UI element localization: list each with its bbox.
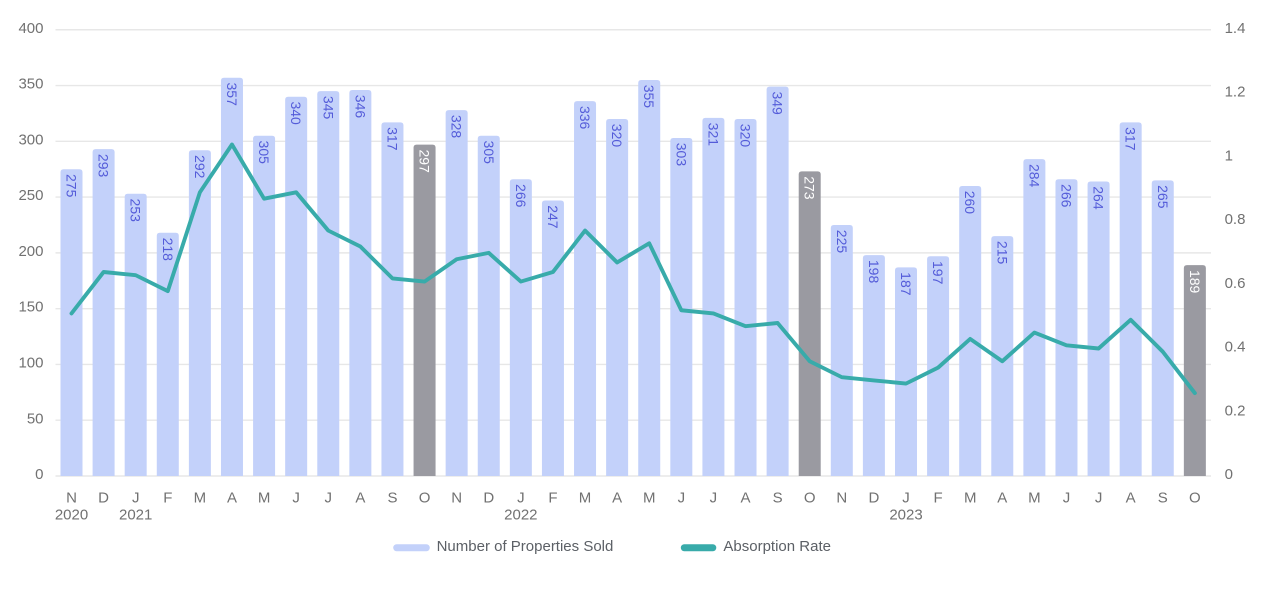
svg-text:150: 150: [18, 299, 43, 316]
svg-text:0.2: 0.2: [1225, 402, 1246, 419]
svg-text:Absorption Rate: Absorption Rate: [723, 538, 831, 555]
svg-text:305: 305: [256, 141, 272, 165]
svg-text:2020: 2020: [55, 506, 88, 523]
svg-text:264: 264: [1091, 186, 1107, 210]
svg-text:1: 1: [1225, 147, 1233, 164]
svg-text:273: 273: [802, 176, 818, 200]
svg-text:J: J: [678, 489, 686, 506]
svg-text:J: J: [325, 489, 333, 506]
svg-text:198: 198: [866, 260, 882, 284]
svg-text:328: 328: [449, 115, 465, 139]
svg-text:349: 349: [770, 91, 786, 115]
svg-text:336: 336: [577, 106, 593, 130]
svg-text:320: 320: [738, 124, 754, 148]
svg-text:1.2: 1.2: [1225, 84, 1246, 101]
svg-text:317: 317: [1123, 127, 1139, 151]
svg-text:S: S: [773, 489, 783, 506]
svg-text:A: A: [227, 489, 237, 506]
svg-text:275: 275: [64, 174, 80, 198]
svg-text:J: J: [710, 489, 718, 506]
svg-text:A: A: [741, 489, 751, 506]
svg-text:A: A: [997, 489, 1007, 506]
svg-text:D: D: [483, 489, 494, 506]
svg-text:357: 357: [224, 83, 240, 107]
svg-text:50: 50: [27, 410, 44, 427]
svg-text:303: 303: [673, 143, 689, 167]
svg-text:O: O: [804, 489, 816, 506]
svg-text:0: 0: [35, 466, 43, 483]
svg-text:350: 350: [18, 76, 43, 93]
svg-text:225: 225: [834, 230, 850, 254]
svg-text:260: 260: [962, 191, 978, 215]
svg-text:247: 247: [545, 205, 561, 229]
svg-text:0.8: 0.8: [1225, 211, 1246, 228]
svg-text:0.4: 0.4: [1225, 339, 1246, 356]
svg-text:297: 297: [417, 149, 433, 173]
svg-text:317: 317: [384, 127, 400, 151]
svg-text:340: 340: [288, 101, 304, 125]
svg-text:250: 250: [18, 187, 43, 204]
svg-text:265: 265: [1155, 185, 1171, 209]
svg-text:M: M: [1028, 489, 1041, 506]
svg-text:M: M: [643, 489, 656, 506]
svg-text:1.4: 1.4: [1225, 20, 1246, 37]
svg-text:293: 293: [96, 154, 112, 178]
svg-text:D: D: [98, 489, 109, 506]
svg-text:2022: 2022: [504, 506, 537, 523]
svg-text:A: A: [355, 489, 365, 506]
svg-text:320: 320: [609, 124, 625, 148]
svg-text:O: O: [1189, 489, 1201, 506]
svg-text:S: S: [1158, 489, 1168, 506]
svg-text:346: 346: [352, 95, 368, 119]
svg-text:M: M: [579, 489, 592, 506]
svg-text:284: 284: [1026, 164, 1042, 188]
svg-text:197: 197: [930, 261, 946, 285]
svg-text:355: 355: [641, 85, 657, 109]
svg-text:0.6: 0.6: [1225, 275, 1246, 292]
svg-text:200: 200: [18, 243, 43, 260]
svg-text:F: F: [548, 489, 557, 506]
svg-text:2021: 2021: [119, 506, 152, 523]
svg-text:J: J: [1095, 489, 1103, 506]
svg-text:266: 266: [1058, 184, 1074, 208]
svg-text:100: 100: [18, 354, 43, 371]
svg-text:J: J: [517, 489, 525, 506]
svg-text:J: J: [902, 489, 910, 506]
svg-text:J: J: [1063, 489, 1071, 506]
svg-text:A: A: [612, 489, 622, 506]
svg-text:345: 345: [320, 96, 336, 120]
svg-text:187: 187: [898, 272, 914, 296]
svg-text:O: O: [419, 489, 431, 506]
svg-text:2023: 2023: [889, 506, 922, 523]
svg-text:M: M: [194, 489, 207, 506]
svg-text:266: 266: [513, 184, 529, 208]
svg-text:J: J: [132, 489, 140, 506]
svg-text:J: J: [292, 489, 300, 506]
svg-text:S: S: [387, 489, 397, 506]
svg-text:M: M: [964, 489, 977, 506]
svg-text:N: N: [836, 489, 847, 506]
svg-text:292: 292: [192, 155, 208, 179]
svg-text:M: M: [258, 489, 271, 506]
svg-text:215: 215: [994, 241, 1010, 265]
svg-text:D: D: [868, 489, 879, 506]
svg-text:F: F: [934, 489, 943, 506]
svg-text:300: 300: [18, 131, 43, 148]
svg-text:253: 253: [128, 199, 144, 223]
svg-text:Number of Properties Sold: Number of Properties Sold: [437, 538, 614, 555]
svg-text:N: N: [451, 489, 462, 506]
svg-text:218: 218: [160, 238, 176, 262]
svg-text:305: 305: [481, 141, 497, 165]
svg-text:321: 321: [705, 123, 721, 147]
svg-text:0: 0: [1225, 466, 1233, 483]
svg-text:F: F: [163, 489, 172, 506]
svg-text:189: 189: [1187, 270, 1203, 294]
svg-text:A: A: [1126, 489, 1136, 506]
svg-text:N: N: [66, 489, 77, 506]
svg-text:400: 400: [18, 20, 43, 37]
